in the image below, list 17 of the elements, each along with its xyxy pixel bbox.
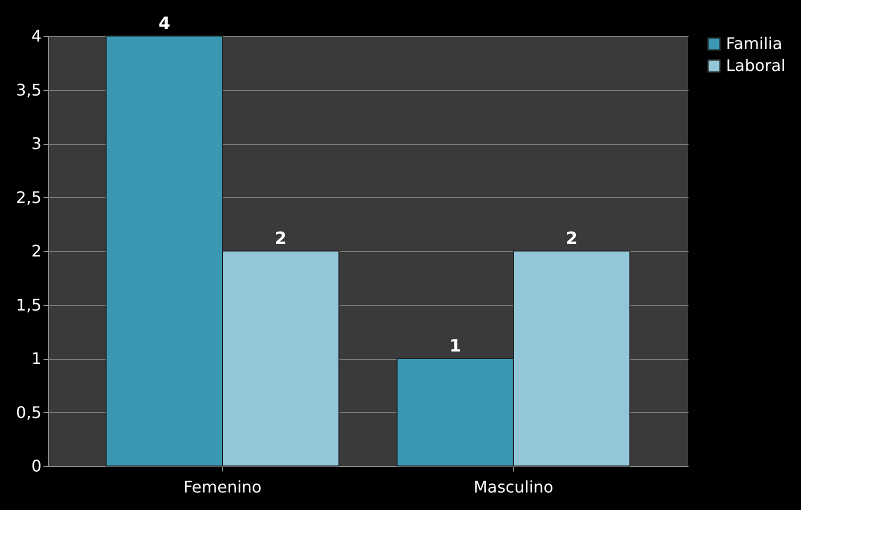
y-tick-label: 3,5: [16, 80, 42, 100]
data-label: 1: [449, 336, 462, 356]
y-tick-label: 1: [31, 349, 42, 368]
legend-label: Laboral: [726, 56, 786, 75]
data-label: 4: [158, 14, 170, 34]
legend-label: Familia: [726, 34, 782, 53]
y-tick-label: 3: [31, 134, 42, 153]
x-tick-label: Masculino: [474, 478, 554, 496]
y-tick-label: 0,5: [16, 402, 42, 422]
y-tick-label: 2: [31, 242, 42, 260]
y-tick-label: 1,5: [16, 295, 42, 314]
y-tick-label: 2,5: [16, 188, 42, 207]
x-tick-label: Femenino: [183, 478, 262, 496]
y-tick-label: 0: [31, 456, 42, 476]
y-tick-label: 4: [31, 26, 42, 46]
data-label: 2: [274, 229, 287, 249]
data-label: 2: [566, 229, 578, 249]
